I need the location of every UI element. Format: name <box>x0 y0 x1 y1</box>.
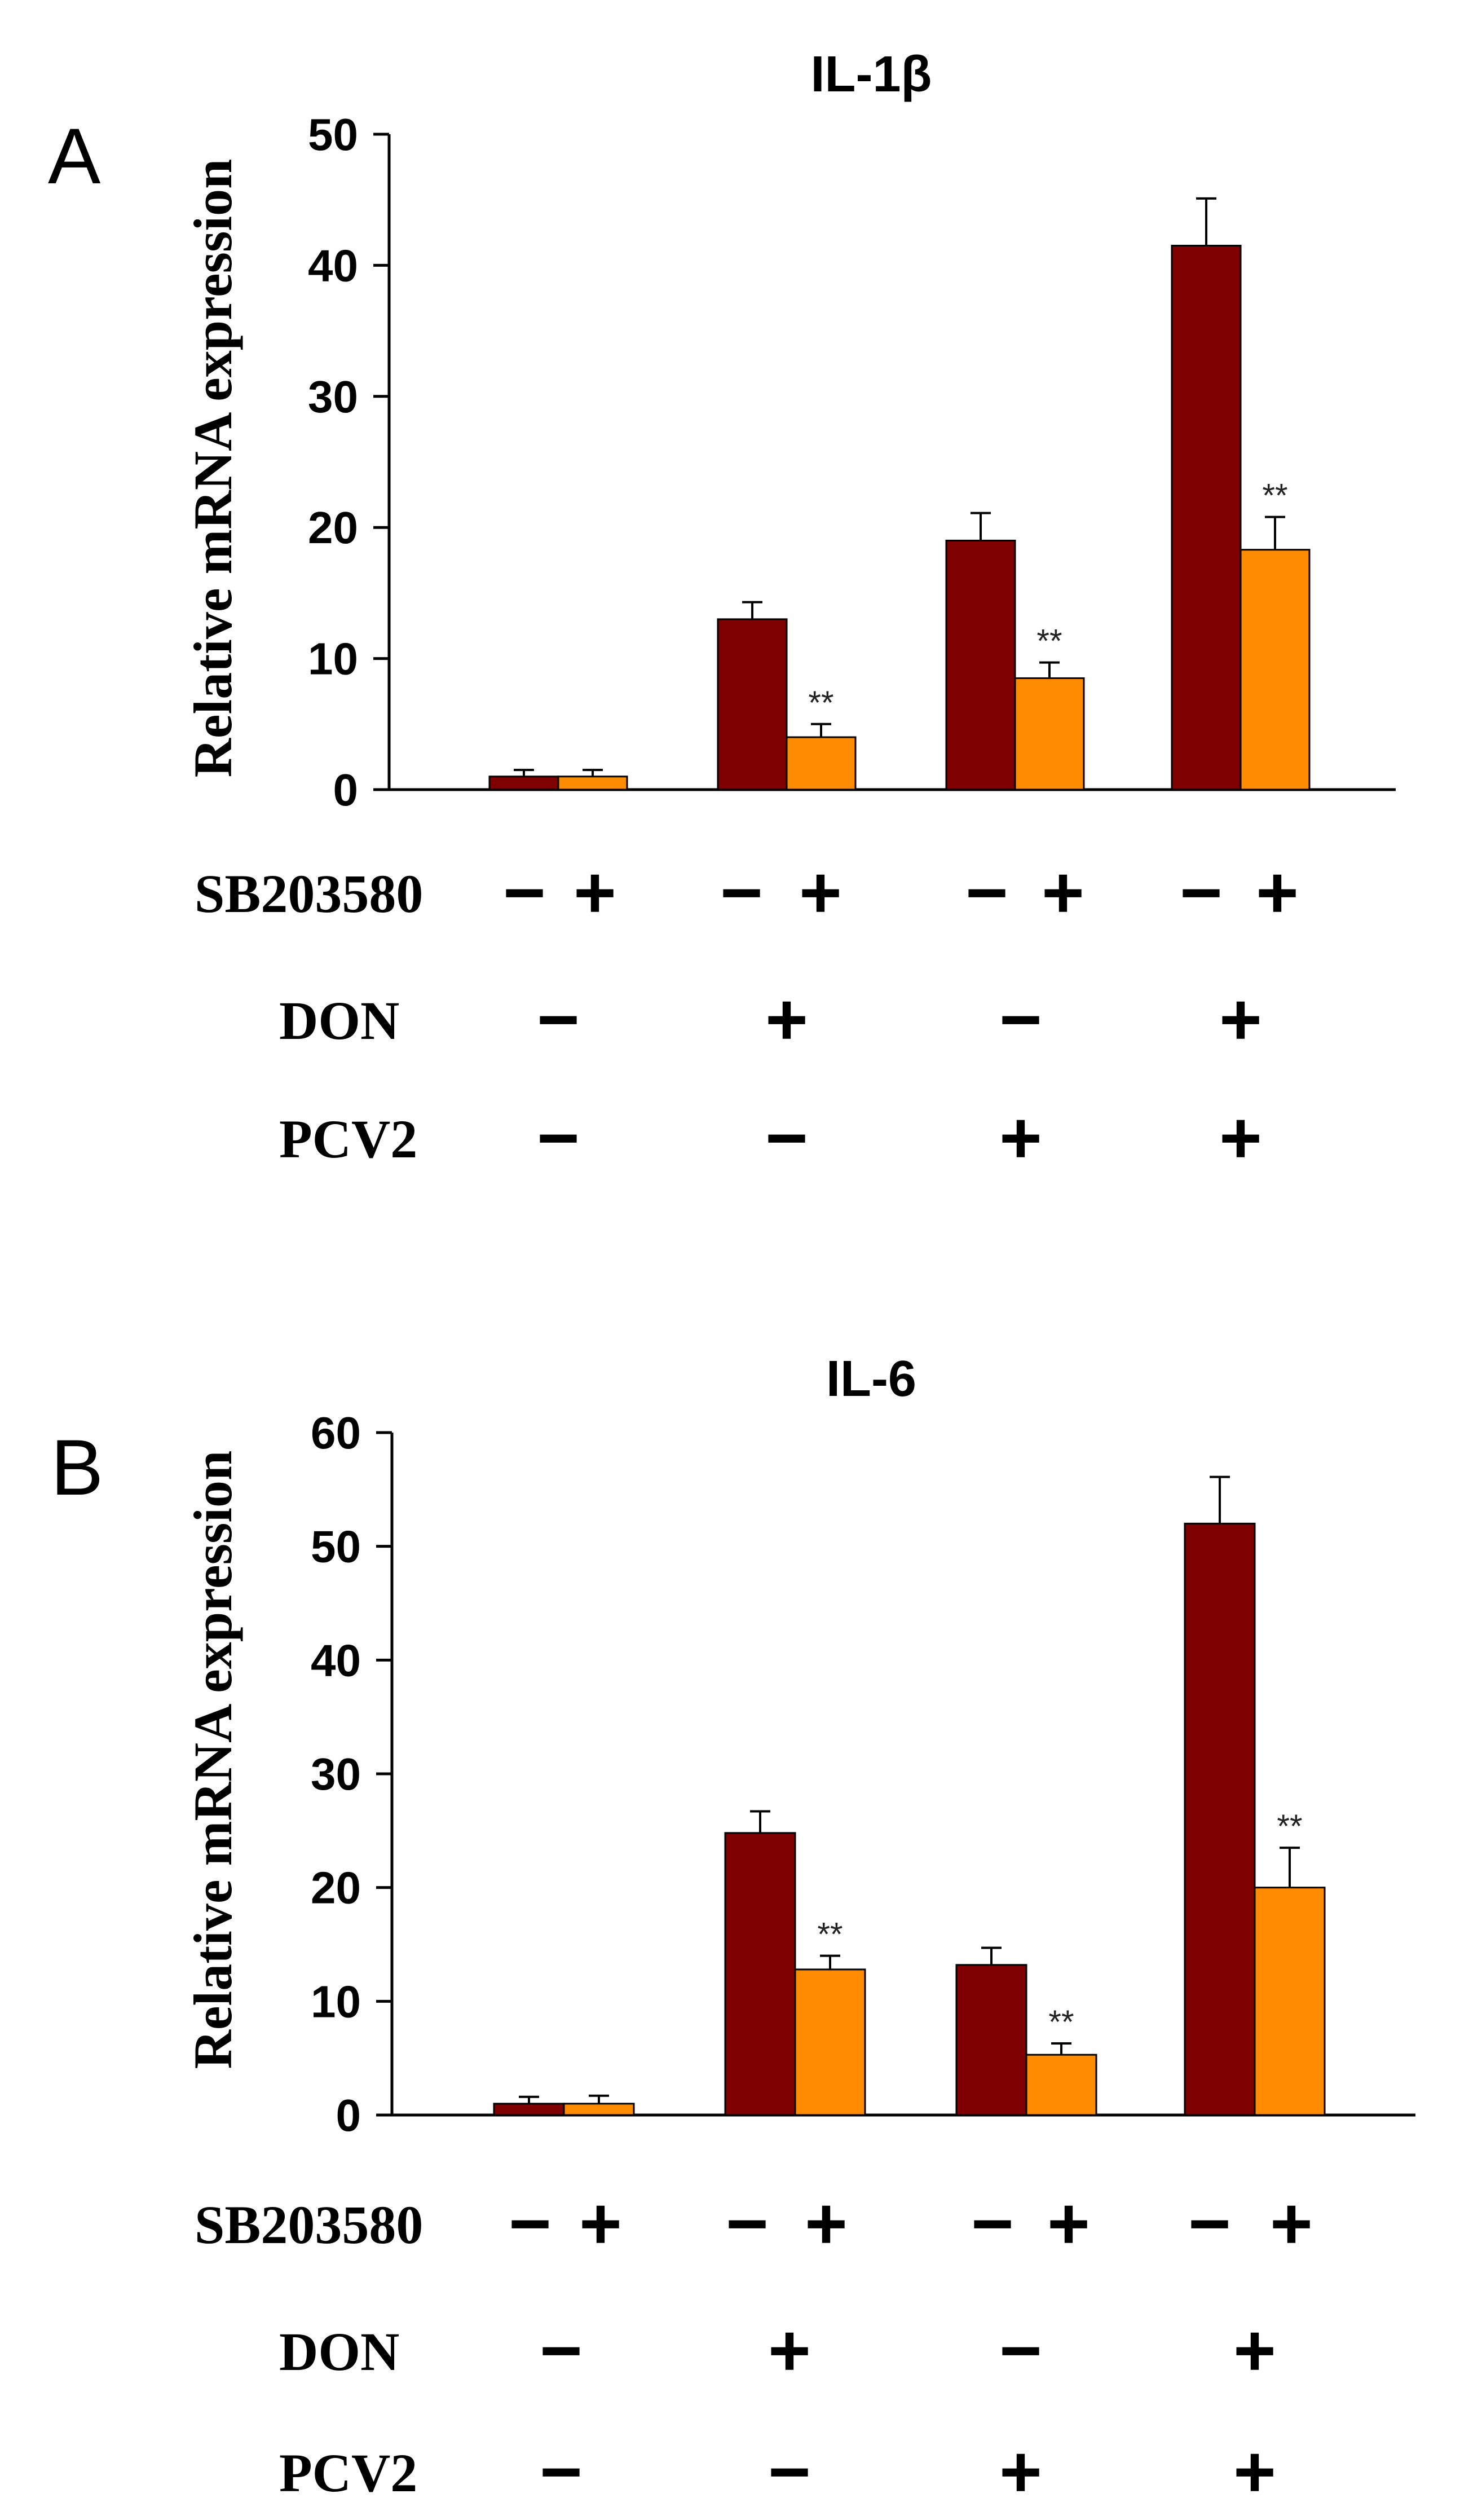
bar <box>1240 549 1311 791</box>
condition-sign: + <box>1047 2182 1090 2265</box>
bar <box>488 776 559 791</box>
bar <box>1171 245 1242 791</box>
condition-sign: + <box>1219 1096 1262 1179</box>
chart-title-a: IL-1β <box>811 46 932 103</box>
condition-sign: + <box>805 2182 848 2265</box>
y-tick-label: 50 <box>311 1522 361 1572</box>
panel-a: A IL-1β Relative mRNA expression 0 10 20 30… <box>48 46 1396 1179</box>
condition-label: SB203580 <box>195 2195 423 2255</box>
condition-sign: + <box>1233 2430 1276 2513</box>
condition-label: DON <box>279 2321 399 2382</box>
y-tick-label: 40 <box>311 1635 361 1685</box>
condition-sign: + <box>1219 978 1262 1060</box>
condition-sign: − <box>1188 2182 1231 2265</box>
condition-sign: + <box>768 2309 811 2391</box>
condition-sign: − <box>768 2430 811 2513</box>
condition-sign: + <box>999 1096 1042 1179</box>
y-tick-label: 50 <box>308 109 358 160</box>
significance-label: ** <box>817 1917 843 1953</box>
panel-letter-a: A <box>48 112 101 200</box>
condition-sign: − <box>509 2182 552 2265</box>
y-axis-label-b: Relative mRNA expression <box>183 1451 243 2069</box>
y-tick-label: 20 <box>308 503 358 553</box>
y-tick-label: 20 <box>311 1863 361 1913</box>
bar <box>1025 2054 1097 2116</box>
condition-sign: + <box>574 851 616 933</box>
condition-sign: + <box>999 2430 1042 2513</box>
condition-label: DON <box>279 990 399 1051</box>
y-tick-label: 0 <box>333 765 359 815</box>
condition-sign: − <box>971 2182 1014 2265</box>
bar <box>1184 1522 1256 2116</box>
panel-letter-b: B <box>51 1423 103 1512</box>
condition-sign: − <box>999 978 1042 1060</box>
condition-sign: − <box>540 2430 583 2513</box>
condition-sign: − <box>726 2182 769 2265</box>
condition-sign: + <box>765 978 808 1060</box>
condition-label: PCV2 <box>279 2443 417 2503</box>
significance-label: ** <box>1036 623 1062 660</box>
chart-title-b: IL-6 <box>826 1351 916 1407</box>
y-tick-label: 10 <box>308 634 358 684</box>
condition-sign: − <box>999 2309 1042 2391</box>
bar <box>1254 1887 1326 2116</box>
panel-b: B IL-6 Relative mRNA expression 0 10 20 30 4… <box>51 1351 1415 2513</box>
condition-sign: + <box>1233 2309 1276 2391</box>
condition-sign: − <box>765 1096 808 1179</box>
bar <box>1014 677 1085 791</box>
bar <box>794 1968 866 2116</box>
bar <box>945 539 1016 791</box>
y-tick-label: 30 <box>311 1749 361 1799</box>
bar <box>724 1832 796 2116</box>
y-axis-label-a: Relative mRNA expression <box>183 159 243 778</box>
y-tick-label: 40 <box>308 240 358 290</box>
condition-label: PCV2 <box>279 1109 417 1169</box>
condition-sign: − <box>540 2309 583 2391</box>
bar <box>955 1964 1027 2116</box>
bar <box>717 618 788 791</box>
condition-sign: − <box>503 851 546 933</box>
y-tick-label: 10 <box>311 1976 361 2026</box>
condition-label: SB203580 <box>195 864 423 924</box>
significance-label: ** <box>808 685 833 721</box>
condition-sign: − <box>720 851 763 933</box>
condition-sign: + <box>1042 851 1084 933</box>
y-tick-label: 0 <box>336 2090 361 2140</box>
condition-sign: + <box>1256 851 1299 933</box>
significance-label: ** <box>1262 478 1287 514</box>
condition-sign: + <box>579 2182 622 2265</box>
condition-sign: − <box>965 851 1008 933</box>
bar <box>557 776 628 791</box>
significance-label: ** <box>1277 1808 1302 1845</box>
condition-sign: − <box>537 1096 580 1179</box>
y-tick-label: 30 <box>308 372 358 422</box>
condition-sign: + <box>1270 2182 1313 2265</box>
condition-sign: − <box>1180 851 1223 933</box>
bar <box>563 2103 635 2116</box>
condition-sign: + <box>799 851 842 933</box>
bar <box>786 736 857 791</box>
condition-sign: − <box>537 978 580 1060</box>
bar <box>493 2103 565 2116</box>
significance-label: ** <box>1048 2004 1074 2041</box>
y-tick-label: 60 <box>311 1408 361 1458</box>
